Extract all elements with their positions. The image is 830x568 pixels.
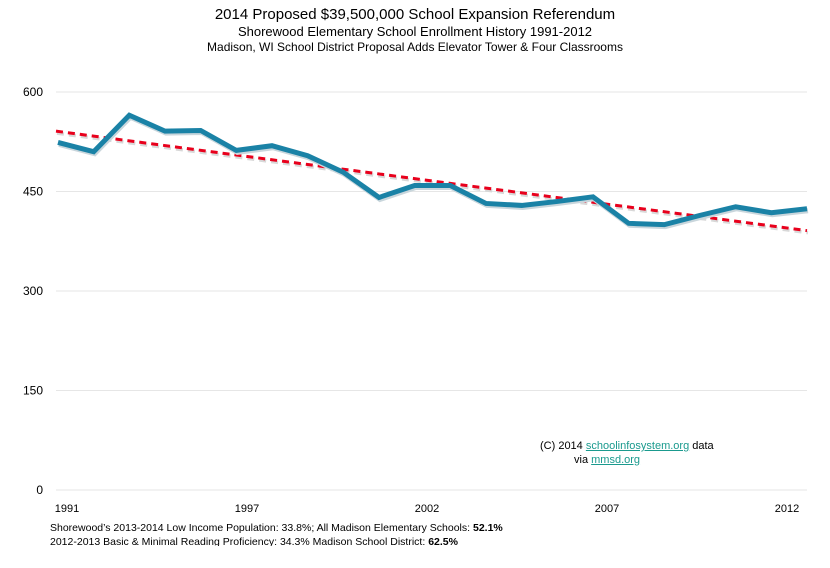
chart-subtitle: Shorewood Elementary School Enrollment H… [237, 24, 593, 39]
trend-line [55, 129, 808, 233]
gridlines [56, 91, 807, 491]
footnotes: Shorewood’s 2013-2014 Low Income Populat… [50, 521, 503, 546]
chart-titles: 2014 Proposed $39,500,000 School Expansi… [0, 6, 830, 55]
x-tick-label: 1991 [55, 503, 79, 515]
x-tick-label: 2007 [595, 503, 619, 515]
footnote-low-income-text: Shorewood’s 2013-2014 Low Income Populat… [50, 522, 473, 534]
x-tick-label: 1997 [235, 503, 259, 515]
enrollment-line-shadow [58, 114, 809, 230]
footnote-low-income: Shorewood’s 2013-2014 Low Income Populat… [50, 521, 503, 535]
mmsd-link[interactable]: mmsd.org [591, 454, 641, 466]
data-credit: (C) 2014 schoolinfosystem.org data via m… [540, 439, 714, 467]
x-axis-ticks: 1991 1997 2002 2007 2012 [55, 503, 799, 515]
chart-subtitle-2: Madison, WI School District Proposal Add… [207, 40, 623, 54]
y-axis-ticks: 0 150 300 450 600 [23, 85, 43, 497]
schoolinfosystem-link[interactable]: schoolinfosystem.org [585, 440, 690, 452]
footnote-reading-text: 2012-2013 Basic & Minimal Reading Profic… [50, 536, 429, 546]
x-tick-label: 2012 [775, 503, 799, 515]
y-tick-label: 300 [23, 284, 43, 298]
y-tick-label: 450 [23, 185, 43, 199]
trend-line-shadow [56, 131, 809, 235]
y-tick-label: 0 [36, 483, 43, 497]
footnote-low-income-value: 52.1% [472, 522, 503, 534]
y-tick-label: 150 [23, 384, 43, 398]
credit-prefix: (C) 2014 [540, 440, 586, 452]
credit-via: via [574, 454, 592, 466]
credit-suffix: data [689, 440, 714, 452]
series [55, 112, 809, 235]
enrollment-line [57, 112, 808, 228]
chart-title: 2014 Proposed $39,500,000 School Expansi… [214, 6, 616, 23]
footnote-reading-value: 62.5% [428, 536, 458, 546]
y-tick-label: 600 [23, 85, 43, 99]
x-tick-label: 2002 [415, 503, 439, 515]
footnote-reading: 2012-2013 Basic & Minimal Reading Profic… [50, 535, 503, 546]
